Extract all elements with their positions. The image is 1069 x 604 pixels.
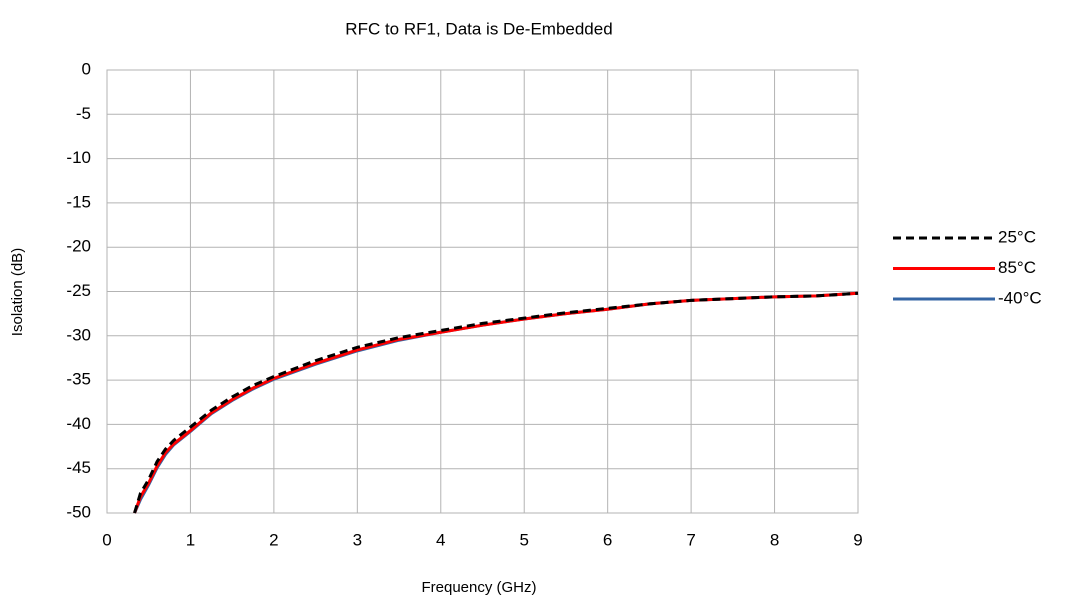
y-tick-label: 0 xyxy=(82,59,91,78)
y-tick-label: -5 xyxy=(76,104,91,123)
x-tick-label: 2 xyxy=(269,530,278,549)
series-line xyxy=(133,291,859,514)
x-tick-label: 6 xyxy=(603,530,612,549)
x-tick-label: 4 xyxy=(436,530,445,549)
legend-label: 25°C xyxy=(998,227,1036,246)
y-tick-label: -15 xyxy=(66,192,91,211)
series-line xyxy=(133,291,859,514)
x-tick-label: 8 xyxy=(770,530,779,549)
plot-border xyxy=(106,69,859,514)
x-tick-label: 5 xyxy=(519,530,528,549)
x-tick-label: 3 xyxy=(353,530,362,549)
y-tick-label: -25 xyxy=(66,281,91,300)
y-tick-label: -10 xyxy=(66,148,91,167)
series-line xyxy=(133,291,859,514)
x-axis-label: Frequency (GHz) xyxy=(421,579,536,596)
x-tick-label: 9 xyxy=(853,530,862,549)
y-tick-label: -50 xyxy=(66,502,91,521)
x-tick-label: 1 xyxy=(186,530,195,549)
y-axis-label: Isolation (dB) xyxy=(9,248,26,336)
y-tick-label: -45 xyxy=(66,458,91,477)
chart-title: RFC to RF1, Data is De-Embedded xyxy=(345,19,612,38)
y-tick-label: -20 xyxy=(66,237,91,256)
x-tick-label: 0 xyxy=(102,530,111,549)
legend-label: -40°C xyxy=(998,288,1042,307)
legend-label: 85°C xyxy=(998,258,1036,277)
x-tick-label: 7 xyxy=(686,530,695,549)
y-tick-label: -35 xyxy=(66,370,91,389)
y-tick-label: -30 xyxy=(66,325,91,344)
y-tick-label: -40 xyxy=(66,414,91,433)
